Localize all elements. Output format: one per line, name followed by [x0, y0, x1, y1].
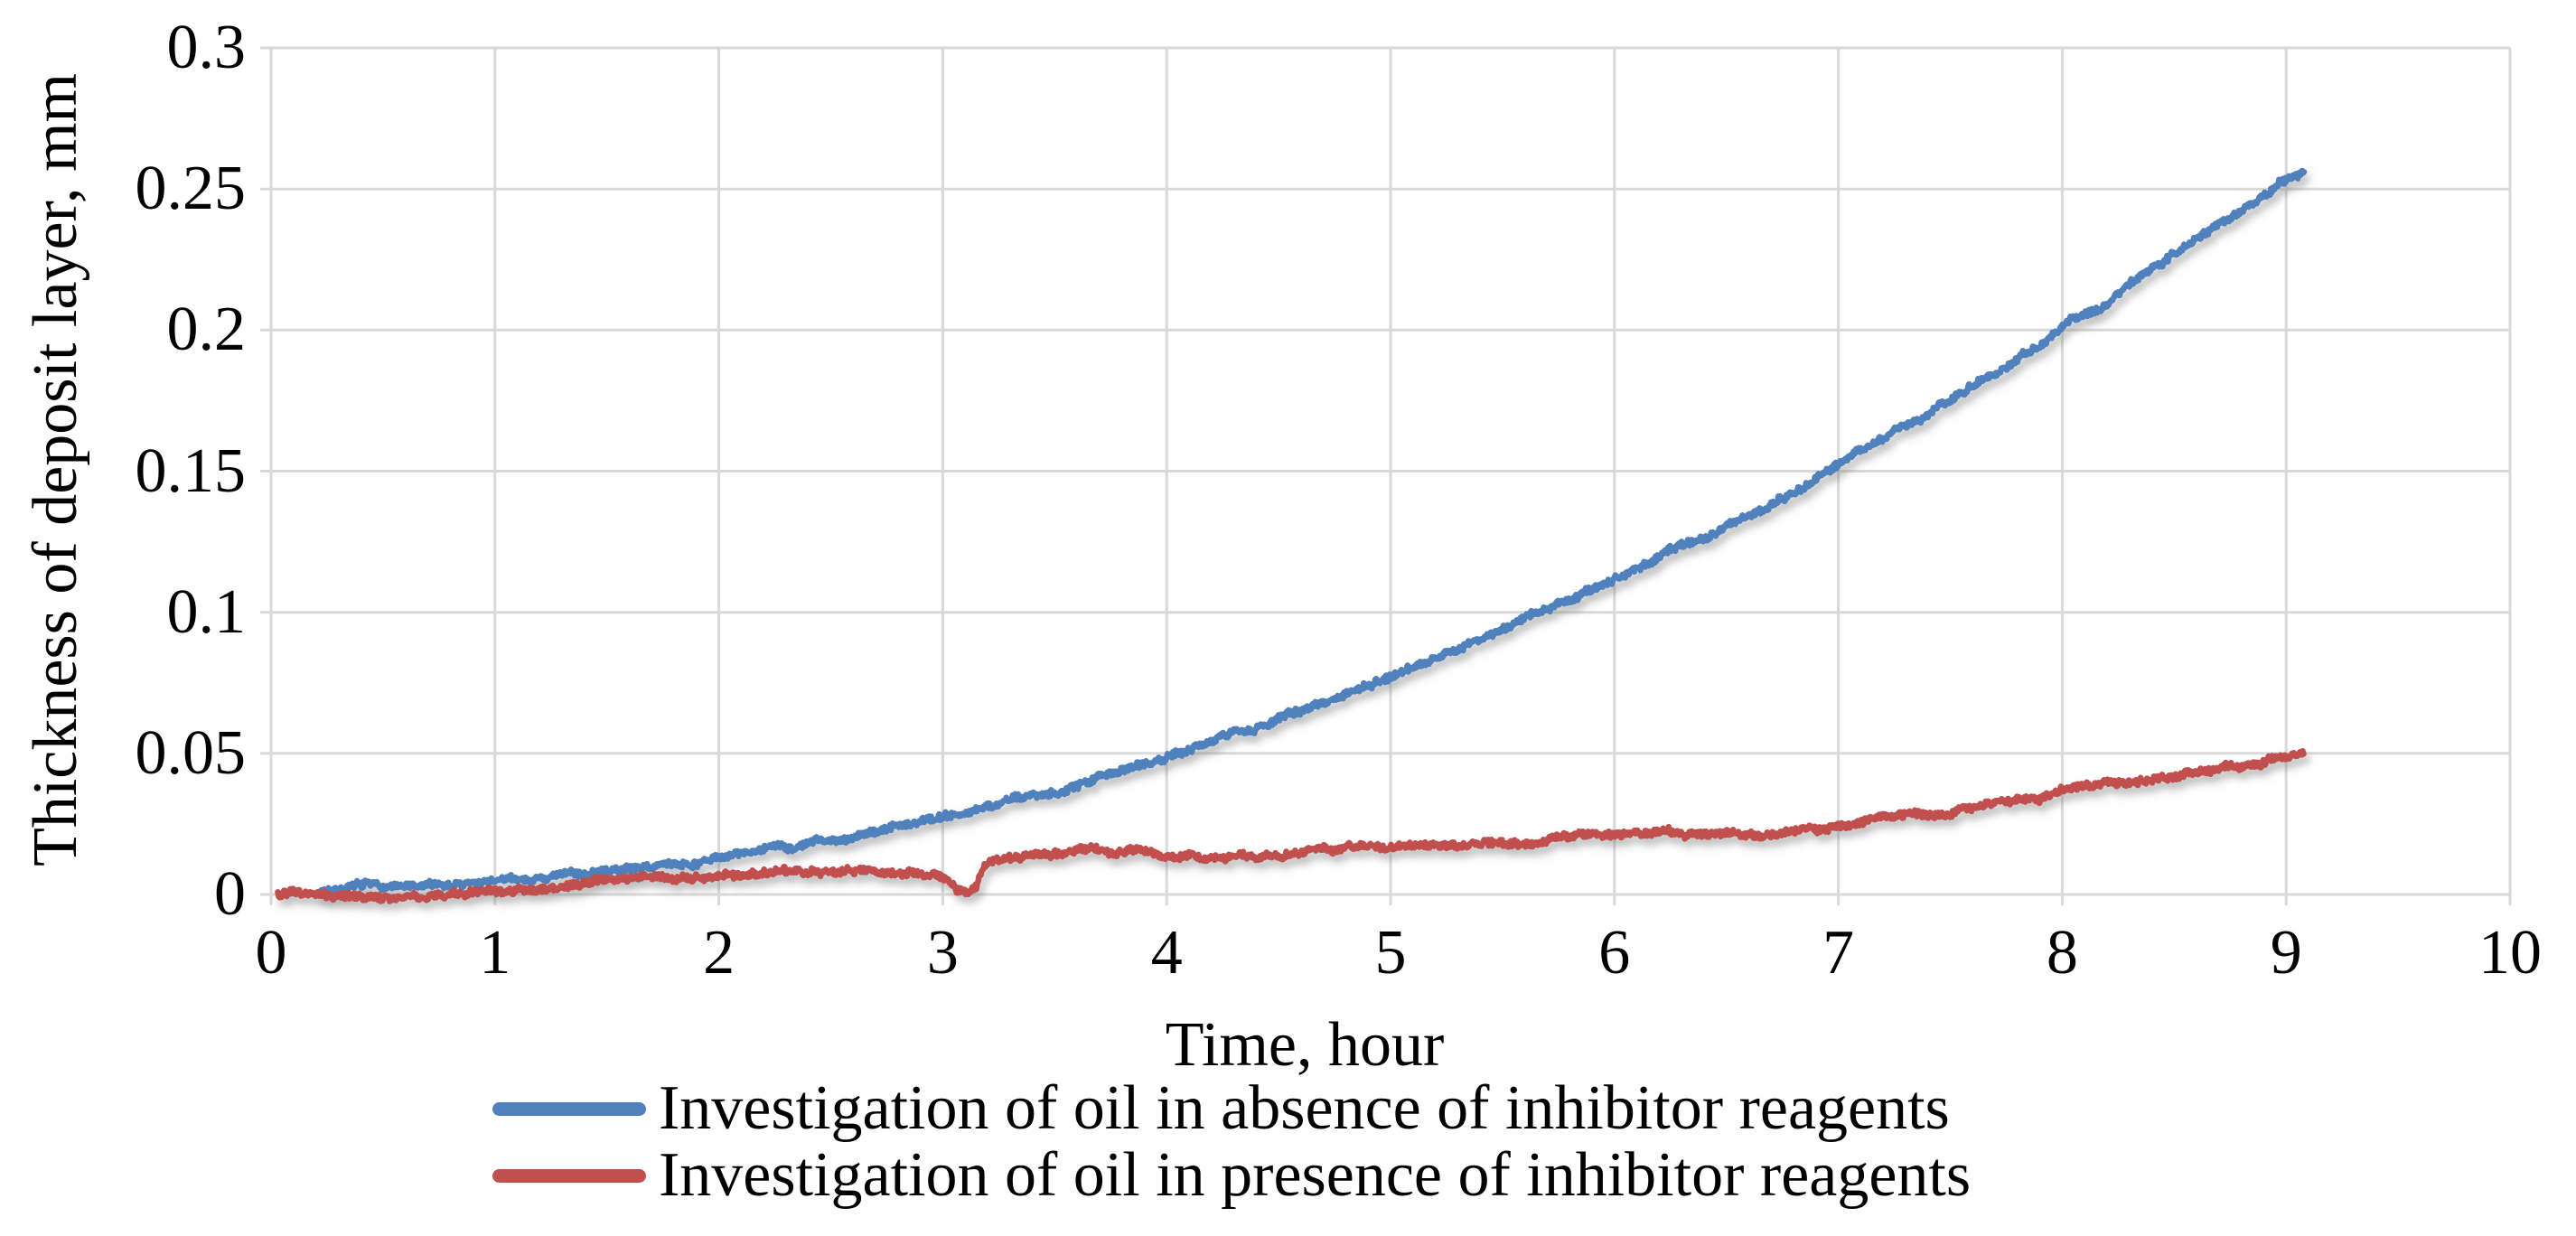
y-tick-label: 0.25 — [135, 154, 247, 224]
y-tick-label: 0.15 — [135, 435, 247, 506]
y-tick-label: 0.1 — [166, 576, 247, 647]
x-tick-label: 10 — [2478, 918, 2542, 988]
y-tick-label: 0.3 — [166, 13, 247, 82]
series-line-1 — [275, 748, 2307, 904]
y-tick-label: 0.05 — [135, 717, 247, 788]
x-tick-label: 4 — [1150, 918, 1183, 988]
legend-label: Investigation of oil in absence of inhib… — [659, 1073, 1950, 1143]
x-tick-label: 9 — [2270, 918, 2302, 988]
x-tick-label: 0 — [255, 918, 287, 988]
x-tick-label: 7 — [1822, 918, 1855, 988]
legend-item: Investigation of oil in absence of inhib… — [492, 1073, 1971, 1143]
x-tick-label: 6 — [1598, 918, 1631, 988]
legend-label: Investigation of oil in presence of inhi… — [659, 1140, 1972, 1210]
x-tick-label: 3 — [926, 918, 959, 988]
x-tick-label: 8 — [2046, 918, 2078, 988]
x-tick-label: 5 — [1374, 918, 1407, 988]
series-line-0 — [317, 167, 2308, 899]
legend-swatch-line — [492, 1101, 646, 1116]
x-tick-label: 2 — [703, 918, 735, 988]
y-tick-label: 0.2 — [166, 295, 247, 365]
legend-item: Investigation of oil in presence of inhi… — [492, 1140, 1972, 1210]
gridlines — [260, 46, 2512, 905]
y-tick-label: 0 — [214, 859, 246, 929]
legend: Investigation of oil in absence of inhib… — [492, 1073, 1972, 1210]
legend-swatch-line — [492, 1168, 646, 1183]
x-axis-title: Time, hour — [1165, 1010, 1445, 1080]
x-tick-label: 1 — [479, 918, 511, 988]
